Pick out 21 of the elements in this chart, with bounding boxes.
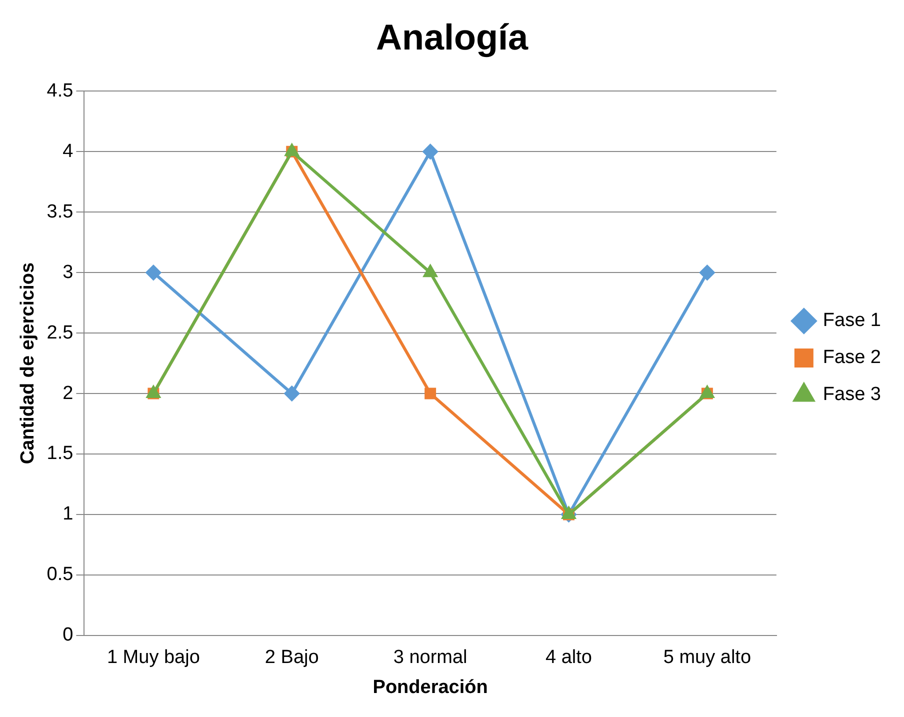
y-tick-label: 4: [62, 140, 74, 162]
y-axis-title: Cantidad de ejercicios: [18, 262, 39, 464]
y-tick-label: 3: [62, 262, 74, 283]
y-tick-label: 4.5: [46, 80, 74, 102]
legend-label: Fase 3: [822, 384, 882, 406]
y-tick-label: 1.5: [46, 443, 74, 464]
legend-label: Fase 2: [822, 347, 882, 368]
x-axis-title: Ponderación: [372, 676, 488, 698]
chart-title: Analogía: [376, 16, 529, 58]
x-tick-label: 5 muy alto: [663, 647, 752, 668]
y-tick-label: 3.5: [46, 201, 74, 222]
x-tick-label: 1 Muy bajo: [106, 647, 200, 668]
x-tick-label: 3 normal: [393, 647, 468, 668]
y-tick-label: 0.5: [46, 564, 74, 586]
y-tick-label: 0: [62, 624, 74, 646]
y-tick-label: 2: [62, 382, 74, 404]
legend-label: Fase 1: [822, 310, 882, 332]
x-tick-label: 2 Bajo: [264, 647, 319, 668]
y-tick-label: 1: [62, 504, 74, 525]
y-tick-label: 2.5: [46, 322, 74, 344]
x-tick-label: 4 alto: [546, 647, 592, 668]
